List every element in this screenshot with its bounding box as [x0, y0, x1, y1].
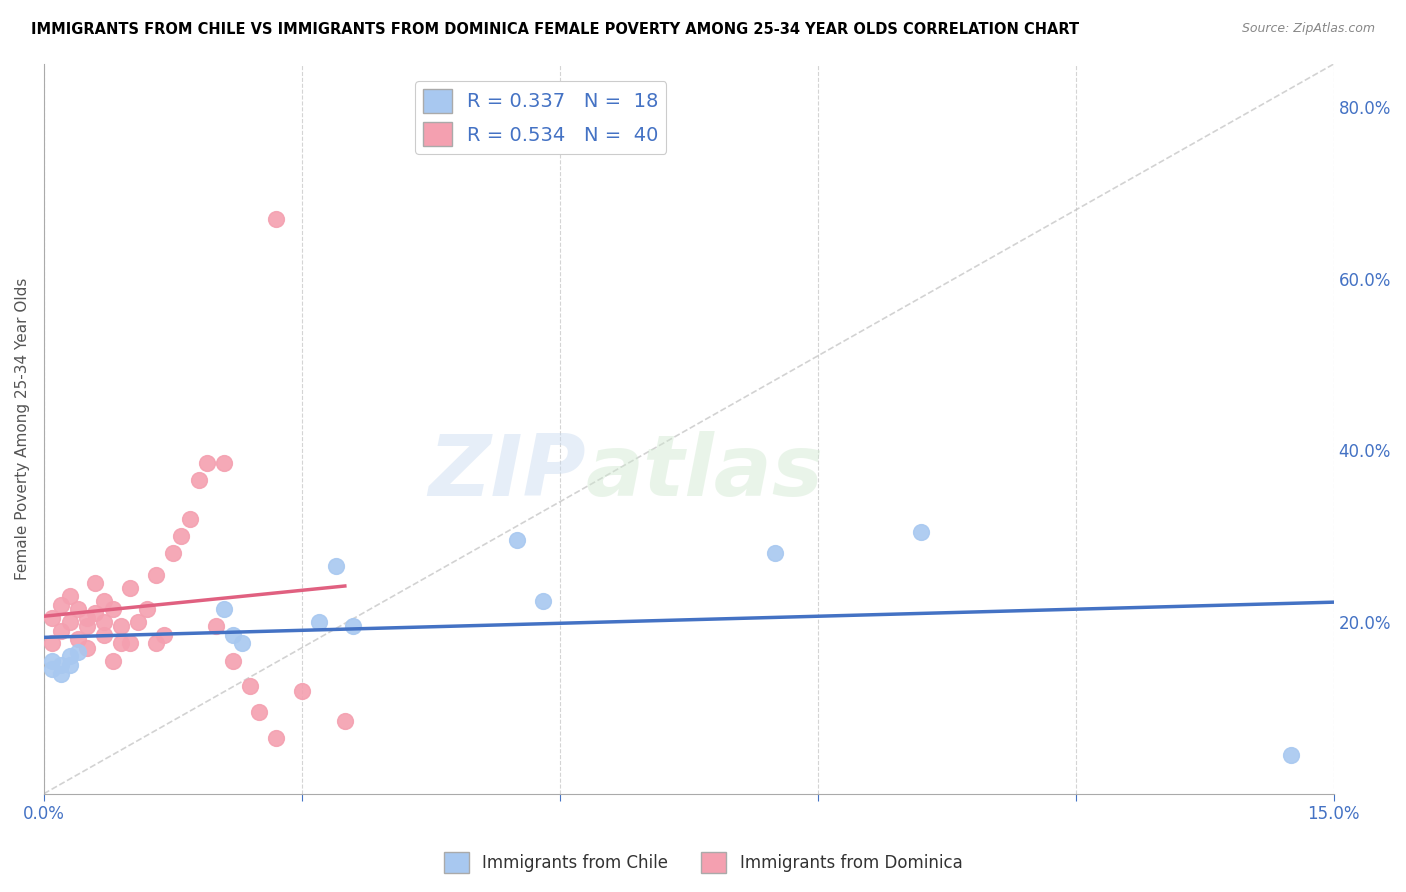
- Point: [264, 211, 287, 226]
- Point: [59, 657, 82, 672]
- Point: [325, 559, 347, 574]
- Text: Source: ZipAtlas.com: Source: ZipAtlas.com: [1241, 22, 1375, 36]
- Point: [291, 683, 314, 698]
- Point: [145, 636, 167, 650]
- Point: [67, 632, 90, 647]
- Point: [247, 705, 270, 719]
- Point: [118, 581, 141, 595]
- Point: [214, 456, 236, 470]
- Point: [49, 657, 72, 672]
- Point: [93, 593, 115, 607]
- Text: ZIP: ZIP: [427, 431, 585, 514]
- Point: [1279, 747, 1302, 762]
- Point: [127, 615, 149, 629]
- Point: [239, 679, 262, 693]
- Point: [41, 636, 63, 650]
- Point: [93, 628, 115, 642]
- Y-axis label: Female Poverty Among 25-34 Year Olds: Female Poverty Among 25-34 Year Olds: [15, 277, 30, 580]
- Point: [110, 619, 132, 633]
- Point: [506, 533, 529, 548]
- Point: [136, 602, 159, 616]
- Point: [59, 615, 82, 629]
- Point: [49, 666, 72, 681]
- Point: [333, 714, 356, 728]
- Point: [101, 602, 124, 616]
- Point: [763, 546, 786, 560]
- Point: [59, 589, 82, 603]
- Point: [41, 662, 63, 676]
- Point: [76, 610, 98, 624]
- Point: [41, 610, 63, 624]
- Point: [84, 576, 107, 591]
- Point: [264, 731, 287, 745]
- Point: [59, 649, 82, 664]
- Point: [222, 654, 245, 668]
- Point: [308, 615, 330, 629]
- Point: [67, 645, 90, 659]
- Point: [84, 607, 107, 621]
- Point: [162, 546, 184, 560]
- Point: [49, 598, 72, 612]
- Text: atlas: atlas: [585, 431, 824, 514]
- Point: [145, 567, 167, 582]
- Text: IMMIGRANTS FROM CHILE VS IMMIGRANTS FROM DOMINICA FEMALE POVERTY AMONG 25-34 YEA: IMMIGRANTS FROM CHILE VS IMMIGRANTS FROM…: [31, 22, 1078, 37]
- Point: [231, 636, 253, 650]
- Point: [195, 456, 218, 470]
- Point: [67, 602, 90, 616]
- Point: [110, 636, 132, 650]
- Point: [187, 474, 209, 488]
- Point: [153, 628, 176, 642]
- Point: [41, 654, 63, 668]
- Point: [342, 619, 364, 633]
- Point: [93, 615, 115, 629]
- Point: [222, 628, 245, 642]
- Point: [76, 640, 98, 655]
- Point: [170, 529, 193, 543]
- Point: [531, 593, 554, 607]
- Point: [910, 524, 932, 539]
- Point: [179, 512, 201, 526]
- Point: [49, 624, 72, 638]
- Point: [118, 636, 141, 650]
- Point: [205, 619, 228, 633]
- Legend: R = 0.337   N =  18, R = 0.534   N =  40: R = 0.337 N = 18, R = 0.534 N = 40: [415, 81, 666, 153]
- Point: [214, 602, 236, 616]
- Point: [101, 654, 124, 668]
- Point: [76, 619, 98, 633]
- Legend: Immigrants from Chile, Immigrants from Dominica: Immigrants from Chile, Immigrants from D…: [437, 846, 969, 880]
